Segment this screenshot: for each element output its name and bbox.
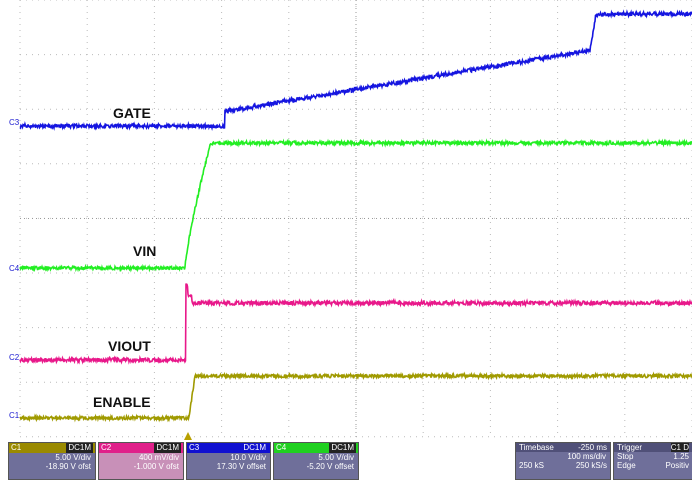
trigger-mode: Stop (617, 452, 633, 461)
trace-label: VIOUT (108, 338, 151, 354)
scale: 10.0 V/div (187, 453, 270, 462)
channel-name: C3 (189, 443, 199, 453)
timebase-box: Timebase -250 ms 100 ms/div 250 kS 250 kS/… (515, 442, 611, 480)
channel-box: C3 DC1M 10.0 V/div 17.30 V offset (186, 442, 271, 480)
channel-box: C2 DC1M 400 mV/div -1.000 V ofst (98, 442, 184, 480)
scale: 5.00 V/div (274, 453, 358, 462)
timebase-delay: -250 ms (578, 443, 607, 452)
scale: 400 mV/div (99, 453, 183, 462)
trigger-type: Edge (617, 461, 636, 470)
trigger-slope: Positiv (665, 461, 689, 470)
trace-label: VIN (133, 243, 156, 259)
sample-rate: 250 kS/s (576, 461, 607, 470)
trigger-box: Trigger C1 D Stop 1.25 Edge Positiv (613, 442, 692, 480)
coupling: DC1M (241, 443, 268, 453)
trigger-marker (184, 432, 192, 440)
offset: -5.20 V offset (274, 462, 358, 471)
trigger-title: Trigger (617, 443, 642, 452)
channel-marker: C1 (9, 411, 20, 420)
trace-label: GATE (113, 105, 151, 121)
channel-name: C1 (11, 443, 21, 453)
channel-box: C1 DC1M 5.00 V/div -18.90 V ofst (8, 442, 96, 480)
trigger-source: C1 D (671, 443, 689, 452)
trace-label: ENABLE (93, 394, 151, 410)
timebase-scale: 100 ms/div (516, 452, 610, 461)
channel-marker: C3 (9, 118, 20, 127)
channel-marker: C2 (9, 353, 20, 362)
channel-name: C4 (276, 443, 286, 453)
channel-box: C4 DC1M 5.00 V/div -5.20 V offset (273, 442, 359, 480)
coupling: DC1M (329, 443, 356, 453)
status-panel: C1 DC1M 5.00 V/div -18.90 V ofst C2 DC1M 4… (0, 440, 692, 483)
offset: -18.90 V ofst (9, 462, 95, 471)
samples: 250 kS (519, 461, 544, 470)
timebase-title: Timebase (519, 443, 554, 452)
traces (20, 12, 692, 420)
offset: 17.30 V offset (187, 462, 270, 471)
trigger-level: 1.25 (673, 452, 689, 461)
offset: -1.000 V ofst (99, 462, 183, 471)
screen: GATE VIN VIOUT ENABLE C3 C4 C2 C1 (0, 0, 692, 440)
scale: 5.00 V/div (9, 453, 95, 462)
coupling: DC1M (66, 443, 93, 453)
coupling: DC1M (154, 443, 181, 453)
channel-marker: C4 (9, 264, 20, 273)
channel-name: C2 (101, 443, 111, 453)
grid (20, 0, 692, 437)
